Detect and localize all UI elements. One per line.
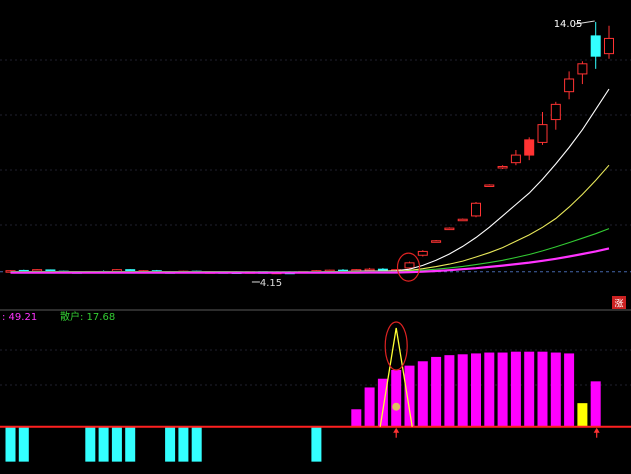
buy-arrow-icon <box>593 427 600 433</box>
indicator-bar <box>178 426 189 462</box>
moving-average-line <box>10 164 610 273</box>
candle-body <box>457 218 468 222</box>
indicator-bar <box>537 351 548 427</box>
annotations: 14.05 4.15 涨 <box>251 19 626 310</box>
candle-body <box>590 35 601 57</box>
buy-arrow-icon <box>393 427 400 433</box>
indicator-bar <box>165 426 176 462</box>
indicator-bar <box>444 355 455 427</box>
indicator-bar <box>457 354 468 427</box>
limit-up-marker: 涨 <box>614 299 623 310</box>
candle-body <box>404 262 415 269</box>
spike-circle <box>384 321 408 371</box>
spike-triangle <box>379 327 413 427</box>
indicator-bar <box>391 370 402 427</box>
candle-body <box>524 139 535 156</box>
indicator-bar <box>18 426 29 462</box>
candle-body <box>564 78 575 93</box>
indicator-bar <box>85 426 96 462</box>
candle-body <box>431 240 442 243</box>
candle-body <box>417 250 428 256</box>
indicator-bar <box>497 352 508 427</box>
indicator-bar <box>550 352 561 427</box>
indicator-retail-value: 散户: 17.68 <box>60 310 115 323</box>
candle-body <box>444 227 455 231</box>
money-bag-icon <box>392 402 401 411</box>
high-pointer <box>575 20 595 25</box>
high-label: 14.05 <box>554 19 583 30</box>
candle-body <box>484 184 495 187</box>
indicator-bar <box>471 353 481 427</box>
candles <box>5 21 614 275</box>
indicator-bar <box>417 361 428 427</box>
breakout-circle <box>396 252 421 282</box>
indicator-main-value: : 49.21 <box>2 312 37 323</box>
indicator-bar <box>590 381 601 427</box>
indicator-bar <box>404 365 415 427</box>
indicator-bar <box>364 387 375 427</box>
candle-body <box>510 154 521 164</box>
indicator-bar <box>311 426 322 462</box>
indicator-bar <box>524 351 535 427</box>
moving-average-line <box>10 88 610 273</box>
indicator-bar <box>351 409 362 427</box>
candle-body <box>604 37 614 55</box>
indicator-bar <box>98 426 109 462</box>
moving-average-line <box>10 247 610 274</box>
indicator-bar <box>510 351 521 427</box>
candle-body <box>577 63 588 75</box>
candle-body <box>471 202 481 217</box>
indicator-bar <box>191 426 202 462</box>
grid <box>0 59 631 386</box>
indicator-bar <box>377 378 388 427</box>
indicator-bar <box>431 356 442 427</box>
candle-body <box>497 165 508 169</box>
indicator-bar <box>5 426 16 462</box>
indicator-bar <box>564 353 575 427</box>
limit-up-badge <box>612 296 626 309</box>
low-label: 4.15 <box>260 278 282 289</box>
indicator-panel: : 49.21 散户: 17.68 <box>0 310 631 462</box>
moving-averages <box>10 88 610 274</box>
indicator-bar <box>125 426 136 462</box>
candle-body <box>537 124 548 143</box>
candle-body <box>550 103 561 121</box>
indicator-bar <box>111 426 122 462</box>
moving-average-line <box>10 228 610 273</box>
indicator-bar <box>484 352 495 427</box>
indicator-bar <box>577 403 588 427</box>
